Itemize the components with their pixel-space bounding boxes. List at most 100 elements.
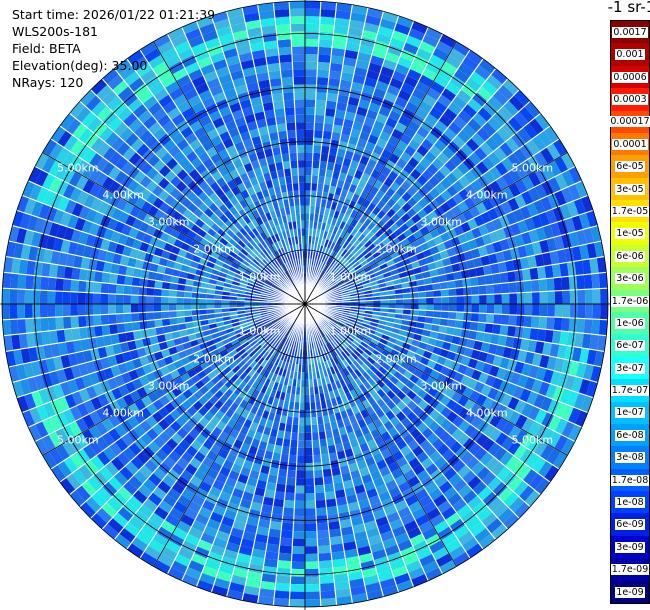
range-gate-cell — [378, 130, 391, 143]
range-gate-cell — [239, 262, 248, 270]
range-gate-cell — [263, 450, 274, 460]
range-gate-cell — [384, 357, 394, 367]
range-gate-cell — [267, 163, 277, 173]
range-gate-cell — [239, 319, 248, 326]
range-gate-cell — [95, 436, 109, 451]
range-gate-cell — [163, 139, 177, 153]
range-gate-cell — [406, 207, 417, 219]
range-gate-cell — [432, 546, 449, 561]
range-gate-cell — [380, 448, 393, 460]
range-gate-cell — [222, 233, 232, 243]
range-gate-cell — [499, 356, 510, 370]
range-gate-cell — [539, 304, 548, 317]
range-gate-cell — [229, 300, 237, 304]
range-gate-cell — [255, 225, 264, 235]
range-gate-cell — [541, 180, 555, 197]
range-gate-cell — [234, 512, 249, 524]
range-gate-cell — [289, 268, 295, 277]
range-gate-cell — [115, 437, 129, 452]
range-gate-cell — [267, 535, 281, 546]
range-gate-cell — [493, 446, 508, 462]
range-gate-cell — [325, 256, 332, 265]
range-gate-cell — [149, 216, 161, 229]
range-gate-cell — [161, 120, 176, 134]
range-gate-cell — [96, 225, 107, 239]
range-gate-cell — [318, 168, 327, 177]
range-gate-cell — [348, 287, 357, 293]
range-gate-cell — [545, 383, 558, 400]
range-gate-cell — [262, 172, 272, 182]
range-gate-cell — [223, 209, 234, 220]
range-gate-cell — [137, 109, 153, 124]
range-gate-cell — [206, 468, 220, 480]
range-gate-cell — [78, 268, 89, 282]
range-gate-cell — [82, 148, 97, 164]
range-gate-cell — [187, 94, 202, 108]
range-gate-cell — [339, 79, 353, 90]
range-gate-cell — [277, 240, 284, 249]
ray-separator — [59, 125, 306, 305]
range-gate-cell — [250, 96, 263, 107]
range-gate-cell — [172, 67, 189, 81]
range-gate-cell — [343, 275, 351, 282]
range-gate-cell — [353, 202, 362, 213]
range-gate-cell — [145, 224, 157, 237]
range-gate-cell — [316, 260, 322, 269]
range-gate-cell — [353, 66, 368, 78]
range-gate-cell — [473, 340, 483, 352]
range-gate-cell — [271, 421, 280, 430]
range-gate-cell — [457, 363, 468, 375]
range-gate-cell — [312, 160, 321, 169]
range-gate-cell — [200, 532, 216, 545]
colorbar-level: 1e-05 — [611, 222, 649, 246]
range-gate-cell — [368, 258, 378, 267]
range-gate-cell — [456, 504, 472, 519]
range-gate-cell — [452, 180, 465, 193]
range-gate-cell — [424, 481, 439, 495]
range-gate-cell — [127, 415, 140, 429]
range-gate-cell — [446, 228, 458, 240]
range-gate-cell — [152, 532, 169, 547]
range-gate-cell — [288, 454, 298, 463]
range-gate-cell — [360, 236, 370, 246]
range-gate-cell — [256, 72, 270, 82]
range-gate-cell — [339, 361, 347, 370]
range-gate-cell — [305, 425, 312, 433]
range-gate-cell — [438, 325, 448, 334]
range-gate-cell — [300, 213, 305, 221]
range-gate-cell — [305, 91, 317, 100]
range-gate-cell — [281, 283, 289, 290]
range-gate-cell — [101, 272, 111, 284]
range-gate-cell — [55, 304, 63, 318]
range-gate-cell — [234, 377, 244, 387]
range-gate-cell — [19, 212, 32, 230]
range-gate-cell — [254, 255, 263, 264]
range-gate-cell — [347, 96, 360, 107]
range-gate-cell — [155, 326, 165, 336]
range-gate-cell — [86, 269, 96, 282]
colorbar-tick-label: 1.7e-05 — [610, 206, 650, 217]
range-gate-cell — [316, 252, 322, 261]
range-gate-cell — [138, 504, 154, 519]
range-ring-label: 4.00km — [102, 188, 144, 202]
range-gate-cell — [139, 188, 152, 201]
range-gate-cell — [345, 346, 354, 355]
range-gate-cell — [127, 179, 140, 193]
range-gate-cell — [256, 526, 270, 536]
range-gate-cell — [157, 553, 175, 568]
range-gate-cell — [225, 327, 235, 334]
range-gate-cell — [435, 40, 453, 55]
range-gate-cell — [501, 436, 515, 451]
range-gate-cell — [556, 344, 567, 360]
range-gate-cell — [482, 423, 496, 438]
range-gate-cell — [339, 317, 348, 323]
range-gate-cell — [301, 372, 305, 380]
range-gate-cell — [517, 349, 528, 363]
range-gate-cell — [529, 327, 539, 341]
range-gate-cell — [206, 128, 220, 140]
range-gate-cell — [385, 218, 396, 228]
range-gate-cell — [547, 160, 562, 177]
range-gate-cell — [420, 457, 434, 470]
range-gate-cell — [350, 218, 359, 228]
range-gate-cell — [284, 271, 290, 279]
